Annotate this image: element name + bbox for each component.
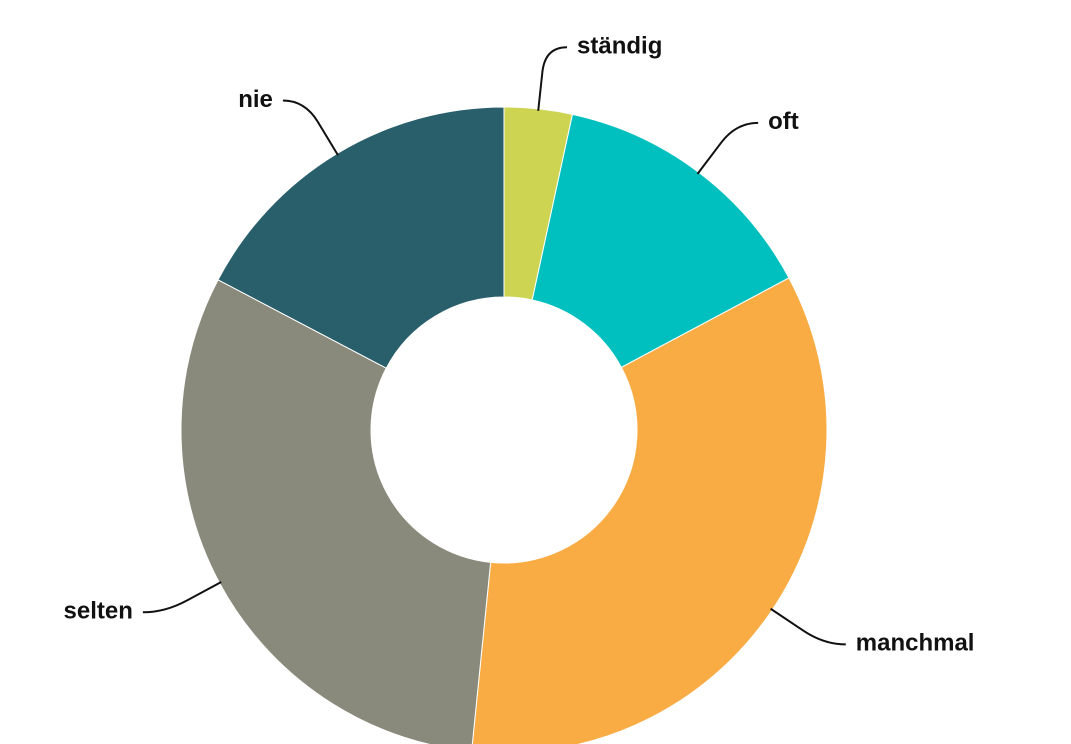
slice-label: selten	[64, 598, 133, 625]
leader-line	[537, 46, 568, 111]
leader-line	[696, 121, 759, 175]
donut-slice	[180, 279, 492, 744]
leader-line	[770, 607, 846, 646]
slice-label: ständig	[577, 33, 662, 60]
leader-line	[142, 581, 222, 614]
slice-label: nie	[238, 86, 273, 113]
donut-slice	[471, 277, 828, 744]
donut-slice	[531, 113, 790, 369]
slice-label: manchmal	[856, 630, 975, 657]
leader-line	[282, 99, 339, 156]
slice-label: oft	[768, 108, 799, 135]
donut-slice	[217, 106, 505, 369]
